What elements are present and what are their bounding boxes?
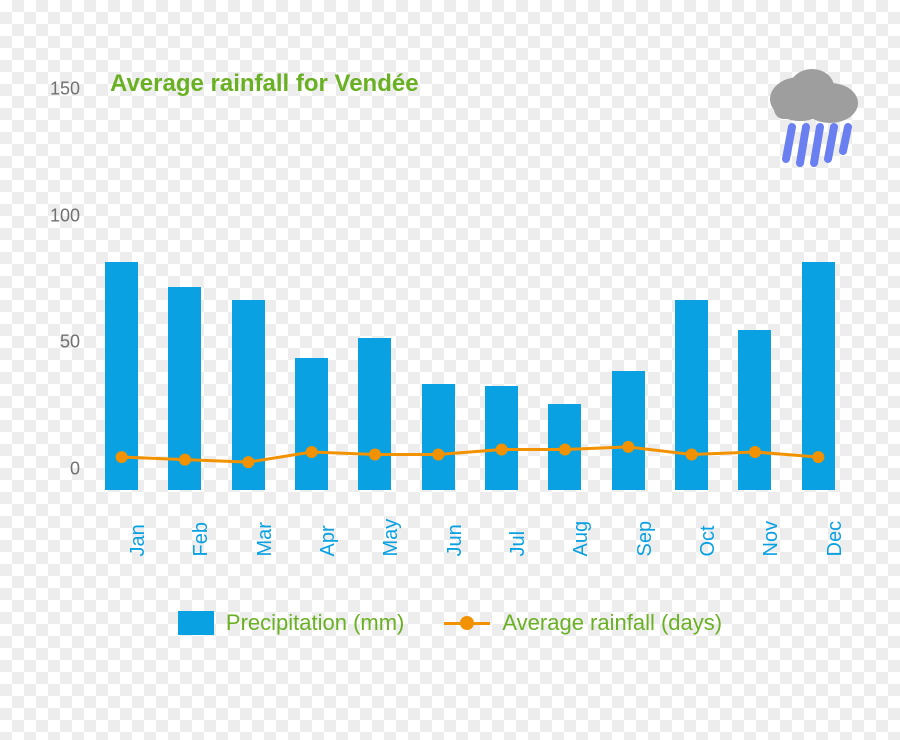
x-label: Aug bbox=[570, 524, 593, 557]
bar bbox=[295, 358, 328, 490]
x-label: Dec bbox=[824, 524, 847, 557]
y-tick: 100 bbox=[40, 205, 80, 226]
legend-swatch-bar bbox=[178, 611, 214, 635]
x-label: Feb bbox=[190, 524, 213, 557]
x-label: Jun bbox=[444, 524, 467, 557]
bar-column bbox=[738, 330, 771, 490]
bar bbox=[168, 287, 201, 490]
bar-columns bbox=[90, 110, 850, 490]
x-label: Oct bbox=[697, 524, 720, 557]
legend-item-rainfall-days: Average rainfall (days) bbox=[444, 610, 722, 636]
x-label: Mar bbox=[254, 524, 277, 557]
bar bbox=[422, 384, 455, 490]
bar bbox=[548, 404, 581, 490]
y-tick: 150 bbox=[40, 79, 80, 100]
bar bbox=[232, 300, 265, 490]
bar bbox=[738, 330, 771, 490]
x-axis-labels: JanFebMarAprMayJunJulAugSepOctNovDec bbox=[90, 500, 850, 523]
x-label: Apr bbox=[317, 524, 340, 557]
x-label: May bbox=[380, 524, 403, 557]
bar bbox=[358, 338, 391, 490]
bar bbox=[485, 386, 518, 490]
bar-column bbox=[548, 404, 581, 490]
x-label: Jan bbox=[127, 524, 150, 557]
bar-column bbox=[358, 338, 391, 490]
legend-item-precipitation: Precipitation (mm) bbox=[178, 610, 404, 636]
legend-label-rainfall-days: Average rainfall (days) bbox=[502, 610, 722, 636]
legend-label-precipitation: Precipitation (mm) bbox=[226, 610, 404, 636]
x-label: Sep bbox=[634, 524, 657, 557]
bar bbox=[612, 371, 645, 490]
chart-title: Average rainfall for Vendée bbox=[110, 70, 419, 98]
bar bbox=[105, 262, 138, 490]
legend-swatch-line bbox=[444, 622, 490, 625]
x-label: Jul bbox=[507, 524, 530, 557]
bar-column bbox=[232, 300, 265, 490]
plot-area: 050100150 bbox=[90, 110, 850, 490]
bar-column bbox=[295, 358, 328, 490]
bar bbox=[802, 262, 835, 490]
bar-column bbox=[612, 371, 645, 490]
bar-column bbox=[802, 262, 835, 490]
bar bbox=[675, 300, 708, 490]
bar-column bbox=[422, 384, 455, 490]
bar-column bbox=[485, 386, 518, 490]
rainfall-chart: Average rainfall for Vendée 050100150 Ja… bbox=[30, 50, 870, 690]
legend: Precipitation (mm) Average rainfall (day… bbox=[30, 610, 870, 636]
x-label: Nov bbox=[760, 524, 783, 557]
bar-column bbox=[105, 262, 138, 490]
bar-column bbox=[168, 287, 201, 490]
y-tick: 0 bbox=[40, 459, 80, 480]
y-tick: 50 bbox=[40, 332, 80, 353]
bar-column bbox=[675, 300, 708, 490]
